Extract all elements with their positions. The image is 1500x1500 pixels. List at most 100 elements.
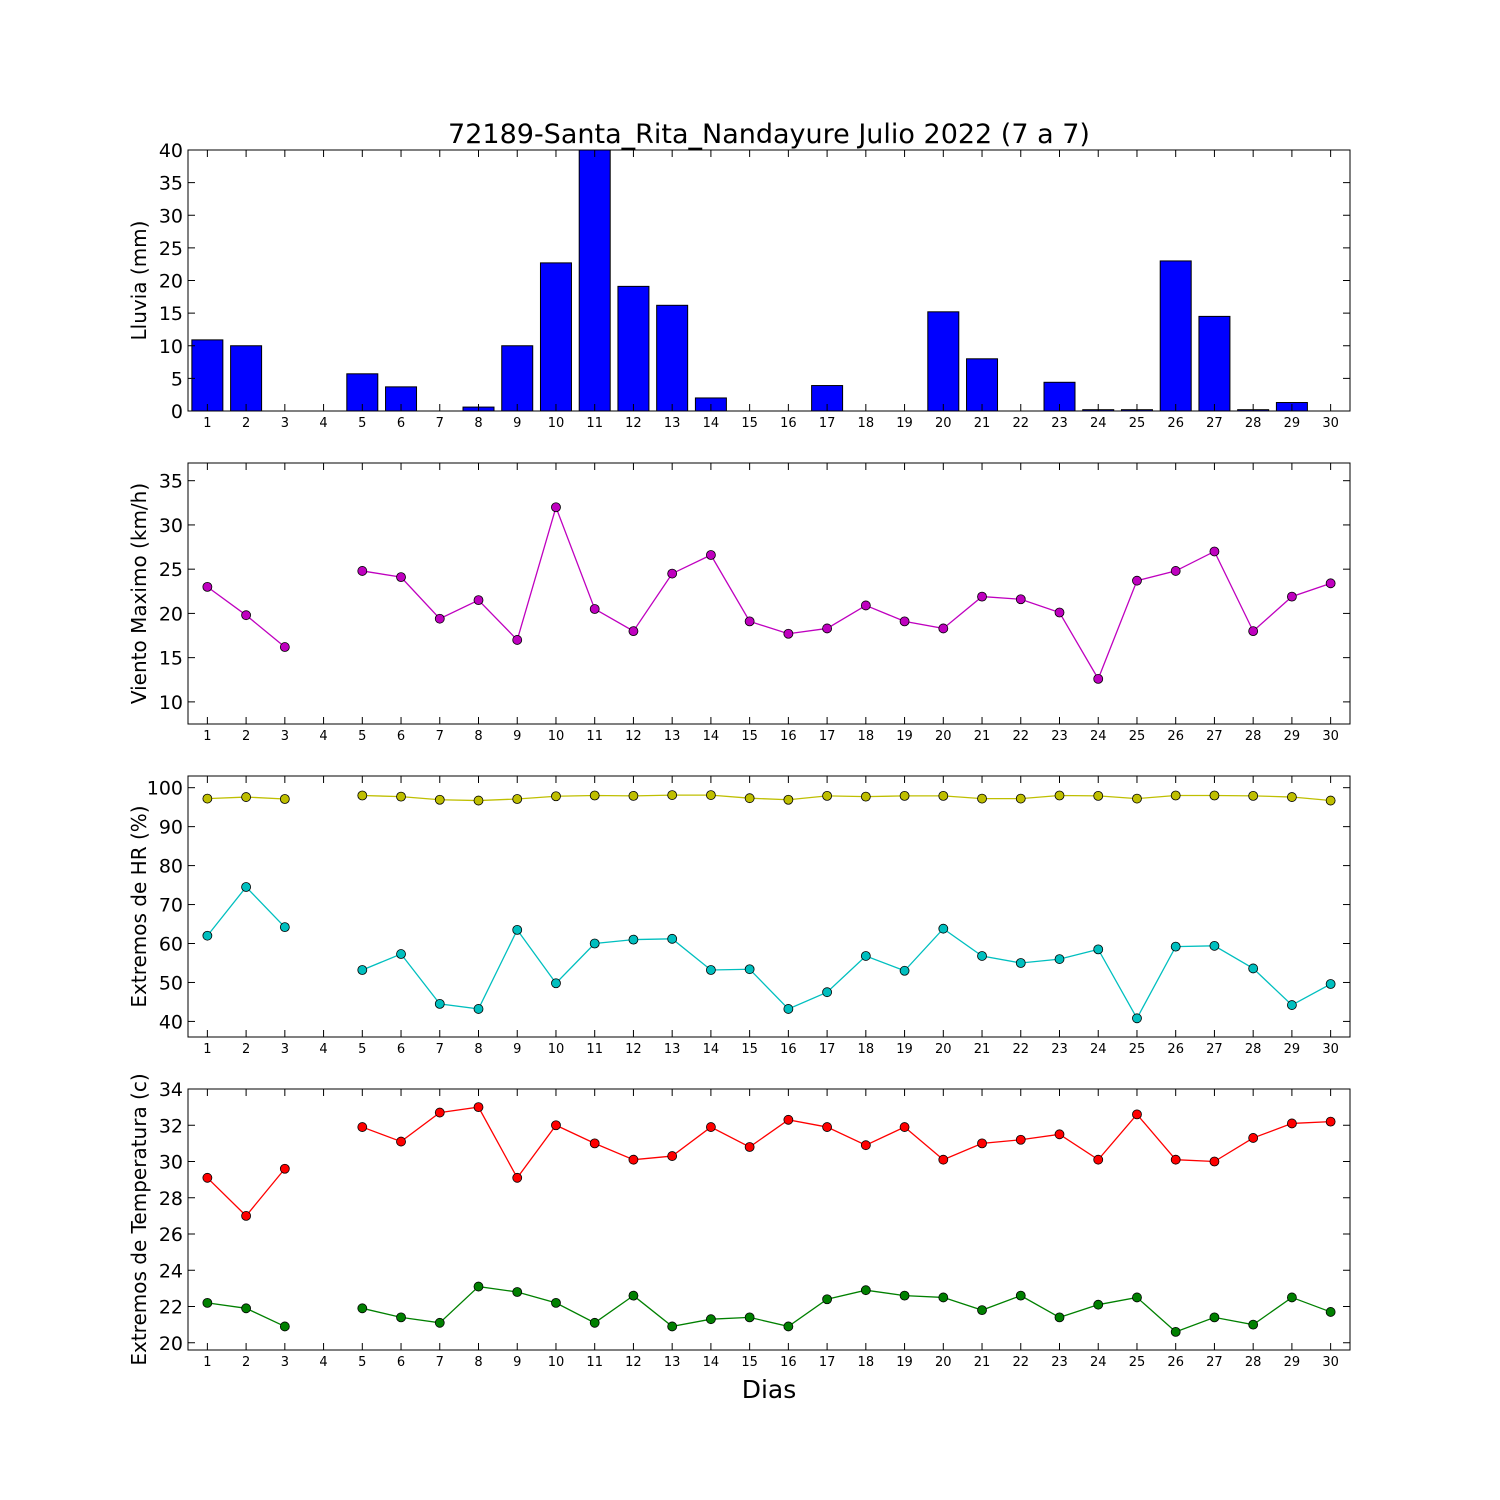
point-series-1-day-28 bbox=[1248, 626, 1259, 636]
x-tick-label: 30 bbox=[1322, 416, 1339, 431]
x-tick-label: 16 bbox=[780, 729, 797, 744]
x-tick-label: 18 bbox=[858, 416, 875, 431]
point-series-1-day-25 bbox=[1132, 575, 1142, 586]
x-tick-label: 24 bbox=[1090, 1042, 1107, 1057]
x-tick-label: 28 bbox=[1245, 1042, 1262, 1057]
bar-day-1 bbox=[191, 339, 224, 412]
point-series-2-day-15 bbox=[744, 964, 755, 975]
point-series-1-day-23 bbox=[1054, 607, 1065, 618]
y-tick-label: 20 bbox=[159, 603, 183, 625]
x-tick-label: 10 bbox=[548, 1042, 565, 1057]
point-series-1-day-8 bbox=[473, 595, 484, 606]
point-series-1-day-21 bbox=[977, 1138, 987, 1149]
x-tick-label: 3 bbox=[281, 1355, 289, 1370]
point-series-2-day-12 bbox=[628, 934, 639, 945]
x-tick-label: 7 bbox=[436, 1042, 444, 1057]
x-tick-label: 5 bbox=[358, 1042, 366, 1057]
point-series-1-day-15 bbox=[744, 793, 755, 804]
x-tick-label: 23 bbox=[1051, 1355, 1068, 1370]
x-tick-label: 1 bbox=[203, 729, 211, 744]
bar-day-12 bbox=[617, 285, 650, 412]
y-tick-label: 34 bbox=[159, 1079, 183, 1101]
x-tick-label: 20 bbox=[935, 416, 952, 431]
y-tick-label: 70 bbox=[159, 895, 183, 917]
point-series-1-day-2 bbox=[241, 1210, 252, 1221]
point-series-1-day-14 bbox=[706, 790, 716, 800]
point-series-1-day-16 bbox=[783, 1114, 794, 1125]
point-series-1-day-18 bbox=[860, 1140, 871, 1151]
point-series-1-day-12 bbox=[628, 626, 639, 636]
bar-day-13 bbox=[656, 304, 689, 412]
x-tick-label: 28 bbox=[1245, 416, 1262, 431]
series-line-1-segment-2 bbox=[362, 794, 1331, 802]
point-series-2-day-9 bbox=[512, 1287, 523, 1297]
series-line-1-segment-2 bbox=[362, 505, 1331, 681]
point-series-2-day-18 bbox=[860, 951, 871, 961]
x-tick-label: 29 bbox=[1284, 729, 1301, 744]
x-tick-label: 9 bbox=[513, 729, 521, 744]
x-tick-label: 19 bbox=[896, 729, 913, 744]
x-tick-label: 26 bbox=[1167, 729, 1184, 744]
point-series-1-day-3 bbox=[279, 642, 290, 652]
point-series-1-day-21 bbox=[977, 591, 987, 602]
point-series-1-day-30 bbox=[1325, 795, 1336, 806]
y-axis-label: Lluvia (mm) bbox=[127, 221, 151, 341]
x-tick-label: 13 bbox=[664, 1042, 681, 1057]
point-series-1-day-27 bbox=[1209, 1156, 1220, 1167]
point-series-1-day-2 bbox=[241, 792, 252, 802]
y-tick-label: 60 bbox=[159, 934, 183, 956]
y-tick-label: 90 bbox=[159, 817, 183, 839]
x-tick-label: 24 bbox=[1090, 729, 1107, 744]
point-series-2-day-27 bbox=[1209, 940, 1220, 951]
point-series-2-day-3 bbox=[279, 922, 290, 933]
point-series-1-day-14 bbox=[706, 1122, 716, 1132]
x-tick-label: 7 bbox=[436, 729, 444, 744]
x-tick-label: 17 bbox=[819, 729, 836, 744]
y-tick-label: 30 bbox=[159, 515, 183, 537]
point-series-2-day-5 bbox=[357, 1303, 368, 1314]
point-series-2-day-3 bbox=[279, 1321, 290, 1332]
x-tick-label: 25 bbox=[1129, 416, 1146, 431]
x-tick-label: 9 bbox=[513, 1355, 521, 1370]
x-tick-label: 12 bbox=[625, 1042, 642, 1057]
x-tick-label: 6 bbox=[397, 416, 405, 431]
x-tick-label: 17 bbox=[819, 1042, 836, 1057]
point-series-1-day-13 bbox=[667, 568, 678, 579]
x-tick-label: 23 bbox=[1051, 729, 1068, 744]
x-tick-label: 13 bbox=[664, 729, 681, 744]
x-tick-label: 11 bbox=[586, 1355, 603, 1370]
point-series-1-day-27 bbox=[1209, 546, 1220, 557]
point-series-1-day-9 bbox=[512, 794, 523, 804]
point-series-2-day-22 bbox=[1015, 1290, 1026, 1301]
point-series-2-day-15 bbox=[744, 1312, 755, 1323]
point-series-2-day-8 bbox=[473, 1281, 484, 1292]
x-tick-label: 30 bbox=[1322, 729, 1339, 744]
x-tick-label: 26 bbox=[1167, 1042, 1184, 1057]
point-series-2-day-13 bbox=[667, 933, 678, 944]
point-series-1-day-30 bbox=[1325, 578, 1336, 589]
point-series-1-day-11 bbox=[589, 604, 600, 614]
point-series-1-day-22 bbox=[1015, 594, 1026, 605]
x-tick-label: 27 bbox=[1206, 1042, 1223, 1057]
x-tick-label: 21 bbox=[974, 416, 991, 431]
x-tick-label: 30 bbox=[1322, 1042, 1339, 1057]
y-tick-label: 22 bbox=[159, 1297, 183, 1319]
point-series-1-day-16 bbox=[783, 794, 794, 805]
point-series-1-day-6 bbox=[396, 791, 406, 802]
x-tick-label: 2 bbox=[242, 729, 250, 744]
point-series-1-day-1 bbox=[202, 793, 213, 804]
x-tick-label: 16 bbox=[780, 416, 797, 431]
point-series-1-day-13 bbox=[667, 1151, 678, 1161]
x-tick-label: 22 bbox=[1012, 416, 1029, 431]
plot-frame bbox=[187, 1088, 1351, 1351]
point-series-1-day-29 bbox=[1287, 1118, 1297, 1129]
x-tick-label: 3 bbox=[281, 1042, 289, 1057]
point-series-1-day-23 bbox=[1054, 1129, 1065, 1140]
point-series-1-day-10 bbox=[551, 502, 561, 513]
y-tick-label: 0 bbox=[171, 401, 183, 423]
x-tick-label: 29 bbox=[1284, 416, 1301, 431]
x-tick-label: 2 bbox=[242, 1042, 250, 1057]
